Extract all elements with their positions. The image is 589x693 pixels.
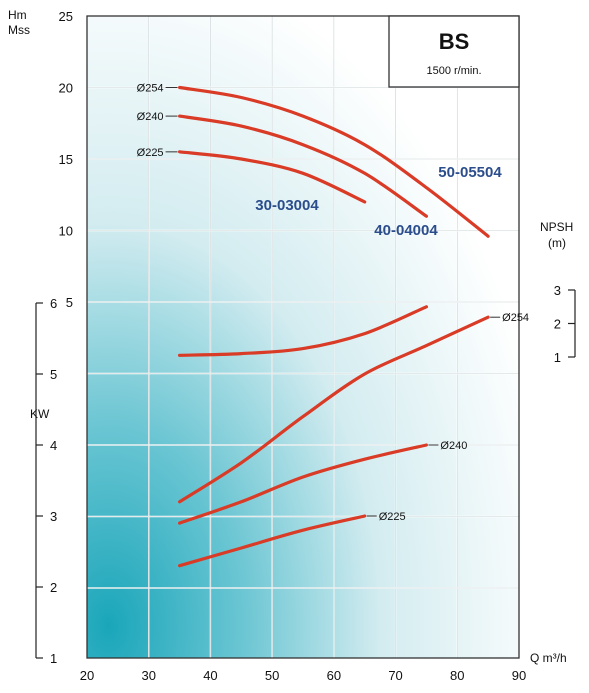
head-tick-label: 25 [59,9,73,24]
npsh-axis-label-line2: (m) [548,236,566,250]
plot-border [86,15,520,659]
power-curve-diameter-label: Ø225 [379,511,406,523]
axes: Hm Mss NPSH (m) KW Q m³/h 20 30 40 50 60 70 80… [8,8,576,683]
npsh-axis-label-line1: NPSH [540,220,573,234]
head-axis-label-line1: Hm [8,8,27,22]
power-tick-label: 3 [50,509,57,524]
chart-subtitle: 1500 r/min. [426,65,481,77]
power-tick-label: 6 [50,296,57,311]
x-tick-label: 20 [80,668,94,683]
chart-title: BS [439,29,470,54]
power-tick-label: 5 [50,367,57,382]
x-axis-label: Q m³/h [530,651,567,665]
x-tick-label: 50 [265,668,279,683]
pump-model-label: 40-04004 [374,222,438,239]
head-curve-diameter-label: Ø254 [137,83,164,95]
title-box-frame [388,15,520,88]
npsh-tick-label: 1 [554,350,561,365]
x-tick-label: 90 [512,668,526,683]
head-curve [178,85,490,238]
power-tick-label: 4 [50,438,57,453]
head-curve-diameter-label: Ø240 [137,111,164,123]
head-tick-label: 20 [59,81,73,96]
power-axis-label: KW [30,407,50,421]
curve-labels: Ø254 50-05504 Ø240 40-04004 Ø225 30-03004 Ø254… [137,83,529,524]
power-curve [178,315,490,504]
npsh-tick-label: 2 [554,317,561,332]
power-curve [178,443,428,525]
head-curve [178,150,367,204]
power-curve [178,514,367,568]
head-tick-label: 10 [59,224,73,239]
head-axis-label-line2: Mss [8,23,30,37]
power-curve-diameter-label: Ø240 [440,440,467,452]
head-curve [178,114,428,218]
curves [178,85,490,568]
x-tick-label: 40 [203,668,217,683]
x-tick-label: 70 [388,668,402,683]
npsh-tick-label: 3 [554,283,561,298]
head-tick-label: 15 [59,152,73,167]
power-curve-diameter-label: Ø254 [502,312,529,324]
title-box: BS 1500 r/min. [388,15,520,88]
head-curve-diameter-label: Ø225 [137,147,164,159]
head-tick-label: 5 [66,295,73,310]
power-tick-label: 1 [50,651,57,666]
x-tick-label: 60 [327,668,341,683]
pump-model-label: 50-05504 [438,164,502,181]
pump-model-label: 30-03004 [255,197,319,214]
grid [87,16,519,658]
x-tick-label: 30 [141,668,155,683]
x-tick-label: 80 [450,668,464,683]
npsh-curve [178,305,428,357]
power-tick-label: 2 [50,580,57,595]
